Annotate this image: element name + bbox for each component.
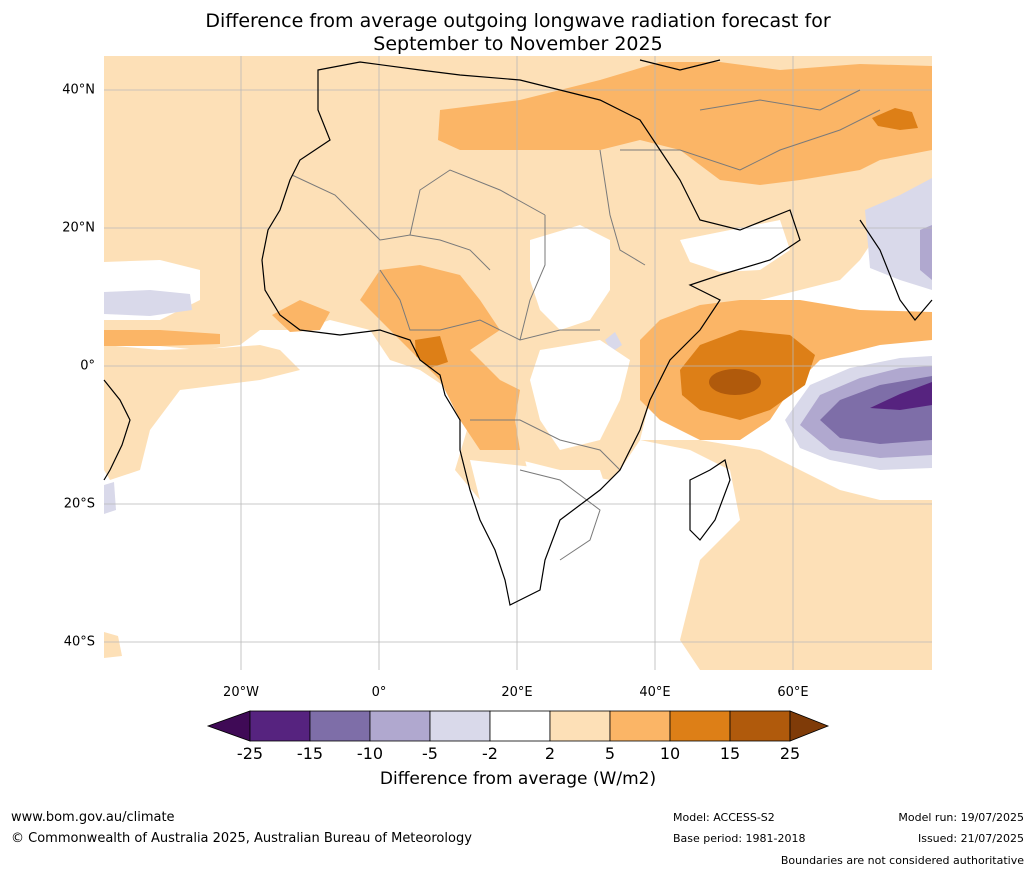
coastlines [103,59,933,606]
colorbar-bin [729,710,791,742]
lon-label-40e: 40°E [639,685,671,700]
colorbar-tick-label: 5 [604,744,616,763]
colorbar-tick-label: 2 [544,744,556,763]
colorbar-tick-label: 10 [659,744,681,763]
anomaly-darkest-orange [709,369,761,395]
colorbar-bin [249,710,311,742]
footer-model-run: Model run: 19/07/2025 [898,811,1024,824]
colorbar-tick-label: -5 [422,744,438,763]
lon-label-20w: 20°W [223,685,259,700]
colorbar-bin [309,710,371,742]
colorbar-tick-label: 15 [719,744,741,763]
lon-label-20e: 20°E [501,685,533,700]
graticule [104,56,932,670]
lon-label-0: 0° [371,685,387,700]
colorbar-bin [429,710,491,742]
colorbar [206,710,830,742]
footer-base-period: Base period: 1981-2018 [673,832,806,845]
colorbar-extend-high [789,710,830,742]
lat-label-20s: 20°S [63,496,95,512]
colorbar-bin [489,710,551,742]
lat-label-0: 0° [80,358,95,374]
footer-website: www.bom.gov.au/climate [11,810,175,825]
colorbar-bin [669,710,731,742]
anomaly-neutral [470,220,790,600]
footer-disclaimer: Boundaries are not considered authoritat… [780,854,1024,867]
colorbar-tick-label: 25 [779,744,801,763]
colorbar-bin [369,710,431,742]
colorbar-tick-label: -15 [296,744,324,763]
colorbar-bin [609,710,671,742]
footer-copyright: © Commonwealth of Australia 2025, Austra… [11,831,472,846]
lat-label-40s: 40°S [63,634,95,650]
colorbar-extend-low [206,710,251,742]
map-title: Difference from average outgoing longwav… [104,10,932,56]
colorbar-tick-label: -25 [236,744,264,763]
lon-label-60e: 60°E [777,685,809,700]
footer-issued: Issued: 21/07/2025 [917,832,1024,845]
lat-label-20n: 20°N [62,220,95,236]
anomaly-darkest-purple [870,382,932,410]
title-line-1: Difference from average outgoing longwav… [205,10,831,32]
title-line-2: September to November 2025 [373,33,663,55]
lat-label-40n: 40°N [62,82,95,98]
footer-model: Model: ACCESS-S2 [673,811,775,824]
colorbar-tick-label: -10 [356,744,384,763]
colorbar-label: Difference from average (W/m2) [379,769,657,789]
country-borders [291,89,881,561]
colorbar-tick-label: -2 [482,744,498,763]
colorbar-bin [549,710,611,742]
